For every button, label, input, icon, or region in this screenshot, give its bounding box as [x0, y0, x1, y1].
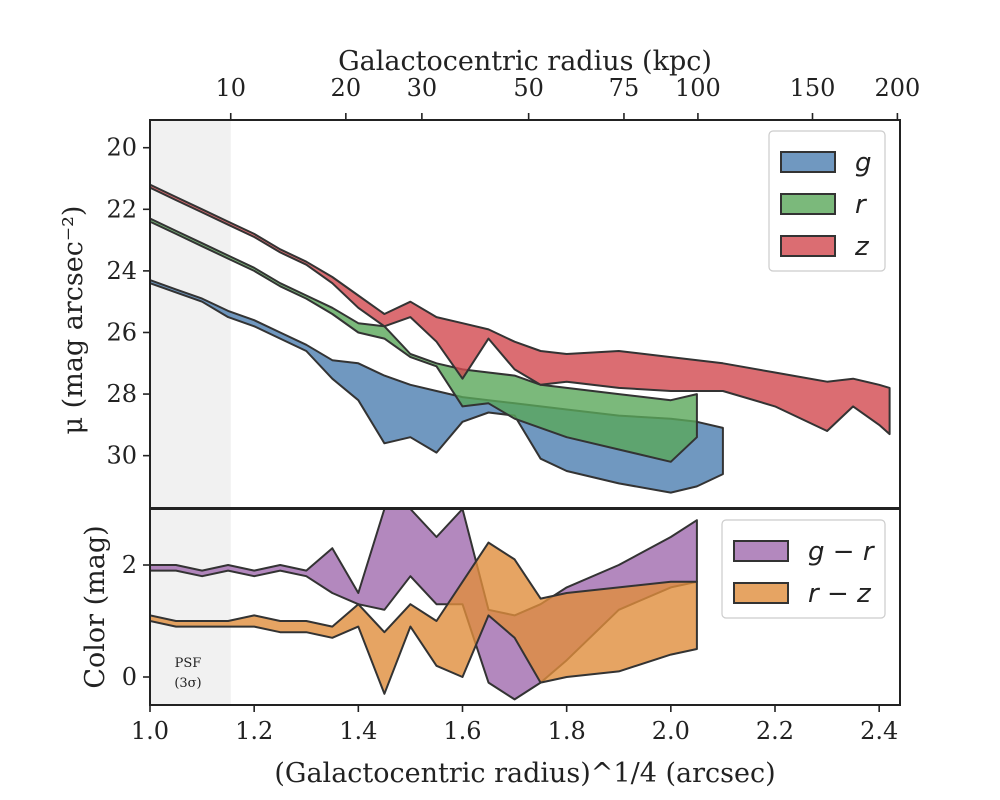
- ytick-label-bottom: 0: [122, 663, 137, 691]
- xtick-label-bottom: 1.6: [443, 717, 481, 745]
- xtick-label-bottom: 2.4: [860, 717, 898, 745]
- top-xtick-label: 75: [609, 74, 640, 102]
- bottom-y-axis-label: Color (mag): [80, 525, 111, 688]
- ytick-label-top: 20: [106, 134, 137, 162]
- legend-top-label: z: [854, 232, 870, 262]
- xtick-label-bottom: 2.0: [652, 717, 690, 745]
- top-xtick-label: 200: [874, 74, 920, 102]
- ytick-label-top: 30: [106, 442, 137, 470]
- top-y-axis-label: μ (mag arcsec⁻²): [58, 206, 89, 435]
- xtick-label-bottom: 1.2: [235, 717, 273, 745]
- legend-bottom-label: r − z: [808, 579, 872, 609]
- legend-top-swatch: [780, 193, 836, 215]
- bottom-x-axis-label: (Galactocentric radius)^1/4 (arcsec): [274, 758, 775, 789]
- xtick-label-bottom: 2.2: [756, 717, 794, 745]
- xtick-label-bottom: 1.0: [131, 717, 169, 745]
- top-xtick-label: 150: [790, 74, 836, 102]
- legend-bottom-swatch: [733, 540, 789, 562]
- legend-top-swatch: [780, 235, 836, 257]
- top-xtick-label: 100: [675, 74, 721, 102]
- top-xtick-label: 10: [215, 74, 246, 102]
- psf-annotation-line2: (3σ): [174, 676, 201, 691]
- ytick-label-top: 26: [106, 318, 137, 346]
- top-xtick-label: 30: [407, 74, 438, 102]
- band-rz: [150, 541, 698, 695]
- psf-shaded-region-bottom: [150, 509, 231, 705]
- legend-top-swatch: [780, 151, 836, 173]
- legend-top-label: r: [855, 190, 868, 220]
- legend-bottom-swatch: [733, 582, 789, 604]
- ytick-label-top: 22: [106, 195, 137, 223]
- ytick-label-bottom: 2: [122, 551, 137, 579]
- top-xtick-label: 50: [513, 74, 544, 102]
- legend-top-label: g: [855, 148, 872, 178]
- psf-annotation-line1: PSF: [175, 656, 202, 671]
- bottom-axes-frame: [149, 508, 901, 706]
- top-xtick-label: 20: [331, 74, 362, 102]
- xtick-label-bottom: 1.8: [548, 717, 586, 745]
- ytick-label-top: 24: [106, 257, 137, 285]
- ytick-label-top: 28: [106, 380, 137, 408]
- band-z: [150, 183, 891, 436]
- legend-bottom-label: g − r: [808, 537, 876, 567]
- psf-shaded-region-top: [150, 120, 231, 508]
- xtick-label-bottom: 1.4: [339, 717, 377, 745]
- top-x-axis-label: Galactocentric radius (kpc): [338, 46, 712, 77]
- band-r: [150, 217, 698, 463]
